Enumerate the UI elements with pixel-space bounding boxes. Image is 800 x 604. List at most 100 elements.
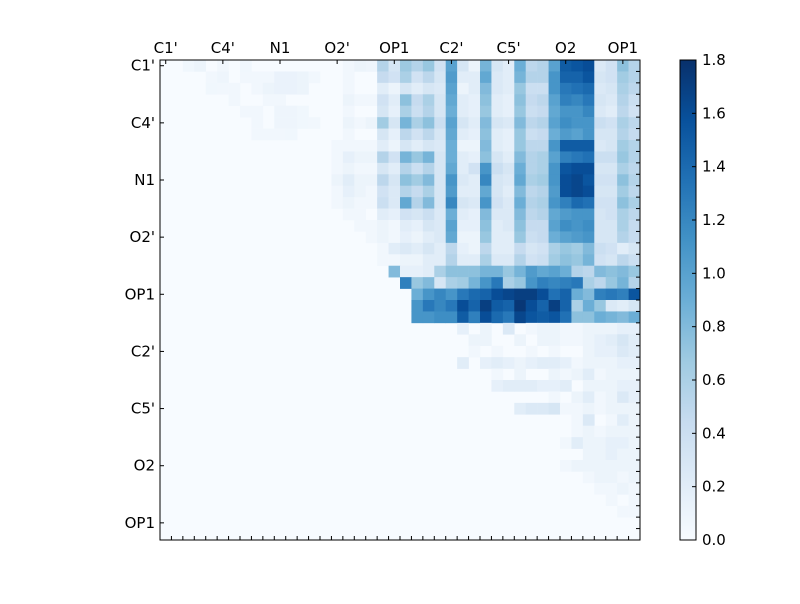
heatmap-cell	[594, 162, 607, 175]
heatmap-cell	[502, 220, 515, 232]
heatmap-cell	[411, 94, 424, 107]
heatmap-cell	[480, 220, 492, 232]
heatmap-cell	[525, 402, 538, 415]
heatmap-cell	[491, 368, 504, 381]
heatmap-cell	[434, 117, 447, 129]
heatmap-cell	[628, 117, 641, 129]
heatmap-cell	[617, 117, 629, 129]
heatmap-cell	[514, 94, 527, 107]
heatmap-cell	[411, 300, 424, 312]
heatmap-cell	[502, 185, 515, 198]
heatmap-cell	[434, 128, 447, 141]
heatmap-cell	[411, 151, 424, 164]
colorbar-tick-label: 1.0	[702, 264, 726, 282]
heatmap-cell	[468, 220, 481, 232]
heatmap-cell	[411, 208, 424, 221]
heatmap-cell	[571, 288, 584, 301]
heatmap-cell	[445, 208, 458, 221]
heatmap-cell	[617, 391, 629, 404]
heatmap-cell	[594, 460, 607, 472]
heatmap-cell	[491, 208, 504, 221]
heatmap-cell	[628, 471, 641, 484]
heatmap-cell	[342, 82, 355, 95]
heatmap-cell	[331, 197, 344, 209]
heatmap-cell	[388, 94, 401, 107]
heatmap-cell	[514, 265, 527, 278]
heatmap-cell	[525, 162, 538, 175]
heatmap-cell	[240, 71, 252, 84]
heatmap-cell	[571, 311, 584, 324]
heatmap-cell	[605, 471, 618, 484]
heatmap-cell	[491, 220, 504, 232]
heatmap-cell	[502, 94, 515, 107]
heatmap-cell	[480, 82, 492, 95]
heatmap-cell	[560, 162, 572, 175]
heatmap-cell	[411, 311, 424, 324]
heatmap-cell	[525, 357, 538, 369]
heatmap-cell	[514, 208, 527, 221]
heatmap-cell	[377, 140, 389, 152]
heatmap-cell	[502, 231, 515, 244]
heatmap-cell	[628, 197, 641, 209]
heatmap-cell	[445, 71, 458, 84]
heatmap-cell	[628, 174, 641, 187]
heatmap-cell	[548, 391, 561, 404]
heatmap-cell	[617, 414, 629, 427]
heatmap-cell	[605, 460, 618, 472]
heatmap-cell	[605, 334, 618, 347]
heatmap-cell	[594, 94, 607, 107]
heatmap-cell	[605, 288, 618, 301]
heatmap-cell	[434, 311, 447, 324]
heatmap-cell	[434, 254, 447, 267]
heatmap-cell	[354, 208, 367, 221]
heatmap-cell	[422, 254, 435, 267]
heatmap-cell	[582, 151, 595, 164]
heatmap-cell	[411, 185, 424, 198]
heatmap-cell	[457, 254, 469, 267]
heatmap-cell	[560, 220, 572, 232]
heatmap-cell	[182, 60, 195, 72]
heatmap-cell	[605, 277, 618, 289]
heatmap-cell	[480, 174, 492, 187]
heatmap-cell	[628, 128, 641, 141]
heatmap-cell	[628, 311, 641, 324]
heatmap-cell	[594, 151, 607, 164]
heatmap-cell	[434, 231, 447, 244]
heatmap-cell	[560, 140, 572, 152]
heatmap-cell	[594, 197, 607, 209]
heatmap-cell	[400, 277, 412, 289]
heatmap-cell	[422, 60, 435, 72]
heatmap-cell	[582, 254, 595, 267]
heatmap-cell	[388, 254, 401, 267]
heatmap-cell	[525, 322, 538, 335]
heatmap-cell	[628, 105, 641, 118]
heatmap-cell	[560, 117, 572, 129]
heatmap-cell	[468, 174, 481, 187]
heatmap-cell	[331, 140, 344, 152]
heatmap-cell	[548, 128, 561, 141]
heatmap-cell	[525, 300, 538, 312]
heatmap-cell	[400, 140, 412, 152]
heatmap-cell	[434, 185, 447, 198]
x-tick-label: O2	[555, 39, 576, 57]
heatmap-cell	[617, 265, 629, 278]
y-tick-label: O2'	[130, 228, 155, 246]
heatmap-cell	[617, 505, 629, 518]
heatmap-cell	[388, 242, 401, 255]
heatmap-cell	[525, 311, 538, 324]
heatmap-cell	[285, 117, 298, 129]
heatmap-cell	[571, 71, 584, 84]
heatmap-cell	[617, 471, 629, 484]
heatmap-cell	[582, 162, 595, 175]
heatmap-cell	[445, 105, 458, 118]
heatmap-cell	[468, 151, 481, 164]
heatmap-cell	[480, 231, 492, 244]
heatmap-cell	[354, 94, 367, 107]
heatmap-cell	[605, 94, 618, 107]
heatmap-cell	[457, 197, 469, 209]
heatmap-cell	[628, 391, 641, 404]
heatmap-cell	[377, 71, 389, 84]
heatmap-cell	[491, 300, 504, 312]
